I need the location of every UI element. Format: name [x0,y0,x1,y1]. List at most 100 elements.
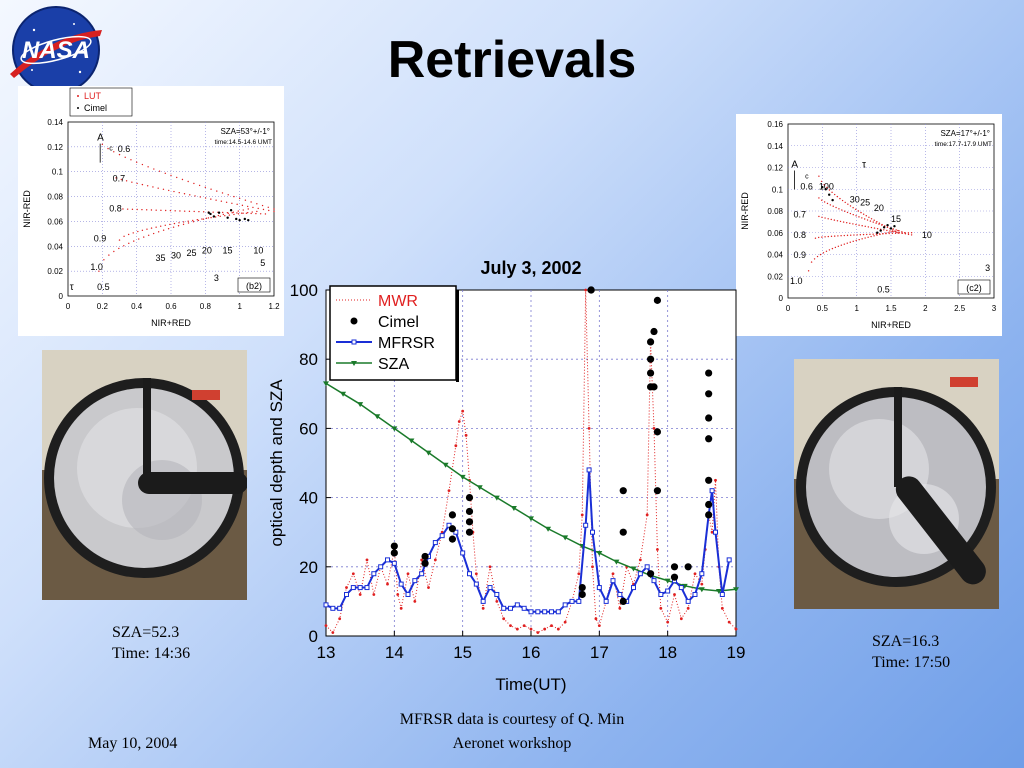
mfrsr-point [603,598,609,604]
mwr-point [358,593,362,596]
lut-point [204,186,207,189]
lut-point [818,215,820,218]
x-tick-label: 3 [992,304,997,313]
x-tick-label: 19 [727,643,746,662]
right-scatter-panel: 0 0.5 1 1.5 2 2.5 3 0 0.02 0.04 0.06 0.08 0.1 0.12 0.1… [736,114,1002,336]
lut-point [873,227,876,229]
lut-point [846,234,849,237]
mfrsr-point [658,591,664,597]
lut-point [831,191,833,194]
sza-point [442,462,449,468]
lut-point [832,205,834,207]
lut-point [881,224,883,226]
y-tick-label: 0.04 [47,242,63,251]
lut-point [108,254,110,256]
left-scatter-chart: 0 0.2 0.4 0.6 0.8 1 1.2 0 0.02 0.04 0.06 0.08 0.1 0.1… [18,86,284,336]
sza-point [391,426,398,432]
mfrsr-point [726,557,732,563]
cimel-point [646,369,655,377]
mwr-point [563,620,567,624]
marker-tau: τ [70,282,74,293]
x-axis-label: Time(UT) [495,675,566,694]
cimel-point [653,428,662,436]
mfrsr-point [323,602,329,608]
cimel-point [684,563,692,571]
lut-point [855,208,857,211]
lut-point [898,230,900,232]
lut-point [257,207,259,210]
lut-point [818,175,820,177]
lut-point [836,195,839,198]
lut-point [844,201,846,204]
lut-point [869,220,872,222]
tau-label: 15 [223,246,233,256]
tau-label: 30 [171,251,181,261]
lut-point [160,209,162,212]
x-tick-label: 15 [453,643,472,662]
lut-point [215,199,217,201]
lut-point [170,174,172,177]
lut-point [824,236,826,238]
lut-point [859,234,862,236]
lut-point [183,210,186,212]
mfrsr-point [364,585,370,591]
lut-point [843,243,846,245]
lut-point [167,227,170,230]
x-tick-label: 1.2 [268,302,280,311]
left-scatter-panel: 0 0.2 0.4 0.6 0.8 1 1.2 0 0.02 0.04 0.06 0.08 0.1 0.1… [18,86,284,336]
mfrsr-point [371,571,377,577]
lut-point [177,225,180,227]
mfrsr-point [555,609,561,615]
lut-point [891,231,893,233]
lut-point [873,219,875,221]
mfrsr-point [337,605,343,611]
lut-point [836,220,839,222]
y-tick-label: 0.12 [47,143,63,152]
cimel-point [828,193,831,196]
mfrsr-point [501,605,507,611]
lut-point [841,199,844,202]
cimel-point [619,487,627,495]
lut-point [169,209,172,212]
mwr-point [396,593,400,596]
lut-point [153,168,155,170]
lut-point [220,200,223,202]
lut-point [164,172,166,175]
mwr-point [420,558,424,562]
lut-point [892,230,894,233]
lut-point [885,232,887,234]
lut-point [123,245,125,247]
mfrsr-point [719,591,725,597]
x-tick-label: 0.4 [131,302,143,311]
lut-point [113,151,115,153]
cimel-point [578,583,586,592]
lut-point [194,195,196,197]
sza-point [715,589,722,595]
cimel-point [226,216,229,219]
mwr-point [433,558,437,562]
mfrsr-point [631,585,636,591]
mwr-point [714,478,717,482]
x-axis-label: NIR+RED [151,318,191,328]
lut-point [145,209,148,211]
lut-point [259,213,262,215]
x-axis-label: NIR+RED [871,320,911,330]
sza-point [476,485,483,491]
mfrsr-point [494,591,500,597]
lut-point [246,211,249,214]
lut-point [131,181,133,183]
cimel-point [705,369,713,377]
lut-point [240,212,243,214]
curve-label: 0.7 [113,174,126,184]
mfrsr-point [330,605,336,611]
lut-point [250,201,252,203]
lut-point [891,229,894,231]
mwr-point [457,420,461,423]
lut-point [855,223,857,226]
mwr-point [386,582,389,586]
lut-point [827,235,829,238]
lut-point [821,216,823,219]
lut-point [846,211,849,214]
lut-point [843,210,846,212]
lut-point [864,237,866,239]
